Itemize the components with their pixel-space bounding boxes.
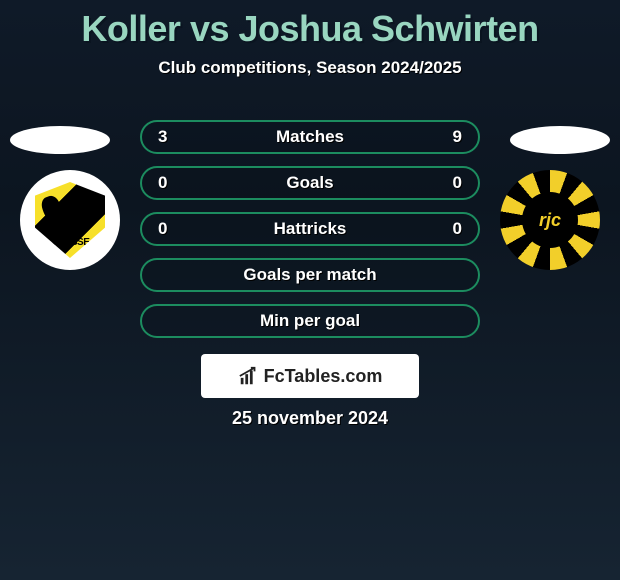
comparison-card: Koller vs Joshua Schwirten Club competit…: [0, 0, 620, 580]
subtitle: Club competitions, Season 2024/2025: [0, 58, 620, 78]
stat-row: Min per goal: [140, 304, 480, 338]
chart-icon: [238, 365, 260, 387]
attribution-text: FcTables.com: [264, 366, 383, 387]
stat-left-value: 0: [158, 219, 178, 239]
stat-row: Goals per match: [140, 258, 480, 292]
stat-label: Goals: [178, 173, 442, 193]
club-crest-right: rjc: [500, 170, 600, 270]
crest-right-label: rjc: [522, 192, 578, 248]
stat-label: Min per goal: [158, 311, 462, 331]
stat-left-value: 0: [158, 173, 178, 193]
stat-right-value: 0: [442, 173, 462, 193]
crest-left-label: VITESSE: [35, 237, 105, 248]
flag-left: [10, 126, 110, 154]
page-title: Koller vs Joshua Schwirten: [0, 0, 620, 50]
date-label: 25 november 2024: [0, 408, 620, 429]
flag-right: [510, 126, 610, 154]
stat-row: 0 Goals 0: [140, 166, 480, 200]
attribution-badge: FcTables.com: [201, 354, 419, 398]
stat-right-value: 9: [442, 127, 462, 147]
stats-table: 3 Matches 9 0 Goals 0 0 Hattricks 0 Goal…: [140, 120, 480, 350]
stat-left-value: 3: [158, 127, 178, 147]
stat-row: 3 Matches 9: [140, 120, 480, 154]
club-crest-left: VITESSE: [20, 170, 120, 270]
stat-right-value: 0: [442, 219, 462, 239]
stat-label: Hattricks: [178, 219, 442, 239]
stat-row: 0 Hattricks 0: [140, 212, 480, 246]
stat-label: Matches: [178, 127, 442, 147]
stat-label: Goals per match: [158, 265, 462, 285]
